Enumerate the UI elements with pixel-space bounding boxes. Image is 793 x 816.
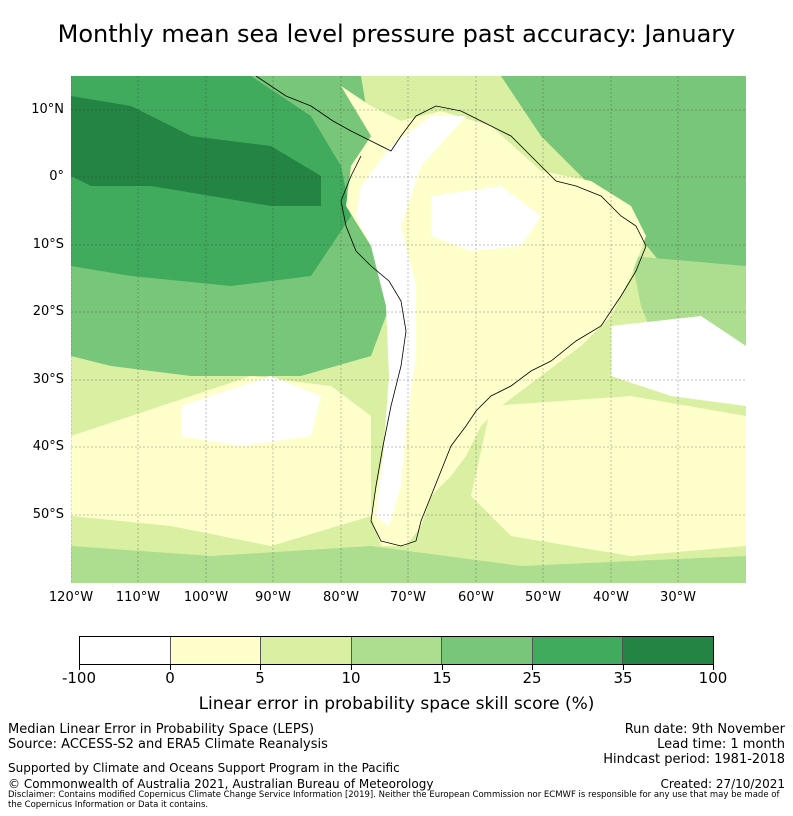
hindcast-period: Hindcast period: 1981-2018 (603, 752, 785, 767)
colorbar-tick-mark (260, 665, 261, 670)
colorbar-tick-label: 25 (522, 669, 542, 687)
field-south-pacific-white (181, 376, 321, 446)
footer-support: Supported by Climate and Oceans Support … (8, 761, 400, 775)
lon-label-90w: 90°W (255, 590, 291, 605)
field-southern-ocean (71, 546, 746, 583)
field-south-atlantic-light (471, 396, 746, 556)
colorbar-segment (80, 637, 171, 664)
disclaimer: Disclaimer: Contains modified Copernicus… (8, 790, 780, 810)
lat-label-10s: 10°S (32, 237, 64, 252)
colorbar-segment (623, 637, 714, 664)
colorbar-segment (261, 637, 352, 664)
created-date: Created: 27/10/2021 (660, 777, 785, 791)
coastline (255, 76, 647, 547)
lon-label-100w: 100°W (183, 590, 229, 605)
lon-label-70w: 70°W (390, 590, 426, 605)
lead-time: Lead time: 1 month (657, 737, 785, 752)
colorbar-segment (351, 637, 443, 664)
footer-method: Median Linear Error in Probability Space… (8, 722, 315, 737)
colorbar-tick-label: 100 (698, 669, 728, 687)
footer-source: Source: ACCESS-S2 and ERA5 Climate Reana… (8, 737, 328, 752)
colorbar-tick-mark (623, 665, 624, 670)
run-date: Run date: 9th November (624, 722, 785, 737)
colorbar-segment (442, 637, 533, 664)
field-atlantic-band (501, 76, 746, 276)
lat-label-0: 0° (49, 169, 64, 184)
colorbar-tick-mark (532, 665, 533, 670)
andes-white-strip (356, 116, 466, 526)
colorbar-tick-label: -100 (61, 669, 97, 687)
colorbar-tick-label: 5 (255, 669, 265, 687)
colorbar-tick-mark (351, 665, 352, 670)
colorbar-tick-label: 15 (432, 669, 452, 687)
lat-label-50s: 50°S (32, 507, 64, 522)
lon-label-120w: 120°W (48, 590, 94, 605)
colorbar-tick-mark (713, 665, 714, 670)
map-canvas (71, 76, 746, 583)
footer-copyright: © Commonwealth of Australia 2021, Austra… (8, 777, 434, 791)
lon-label-80w: 80°W (323, 590, 359, 605)
lon-label-40w: 40°W (593, 590, 629, 605)
colorbar-tick-mark (79, 665, 80, 670)
graticule (71, 76, 746, 583)
colorbar-tick-label: 0 (165, 669, 175, 687)
lon-label-110w: 110°W (115, 590, 161, 605)
lon-label-50w: 50°W (525, 590, 561, 605)
colorbar-tick-mark (170, 665, 171, 670)
colorbar (79, 636, 714, 665)
field-pacific-darkest (71, 96, 321, 206)
lat-label-30s: 30°S (32, 372, 64, 387)
lat-label-40s: 40°S (32, 439, 64, 454)
field-atlantic-white (611, 316, 746, 406)
lon-label-30w: 30°W (660, 590, 696, 605)
colorbar-segment (170, 637, 262, 664)
lat-label-20s: 20°S (32, 304, 64, 319)
south-america-landmass (341, 86, 646, 546)
colorbar-label: Linear error in probability space skill … (198, 694, 595, 714)
skill-score-map (71, 76, 746, 583)
colorbar-segment (532, 637, 624, 664)
colorbar-tick-mark (442, 665, 443, 670)
colorbar-tick-label: 10 (341, 669, 361, 687)
lat-label-10n: 10°N (31, 102, 64, 117)
amazon-white (431, 186, 541, 251)
chart-title: Monthly mean sea level pressure past acc… (57, 20, 736, 48)
colorbar-tick-label: 35 (613, 669, 633, 687)
lon-label-60w: 60°W (458, 590, 494, 605)
